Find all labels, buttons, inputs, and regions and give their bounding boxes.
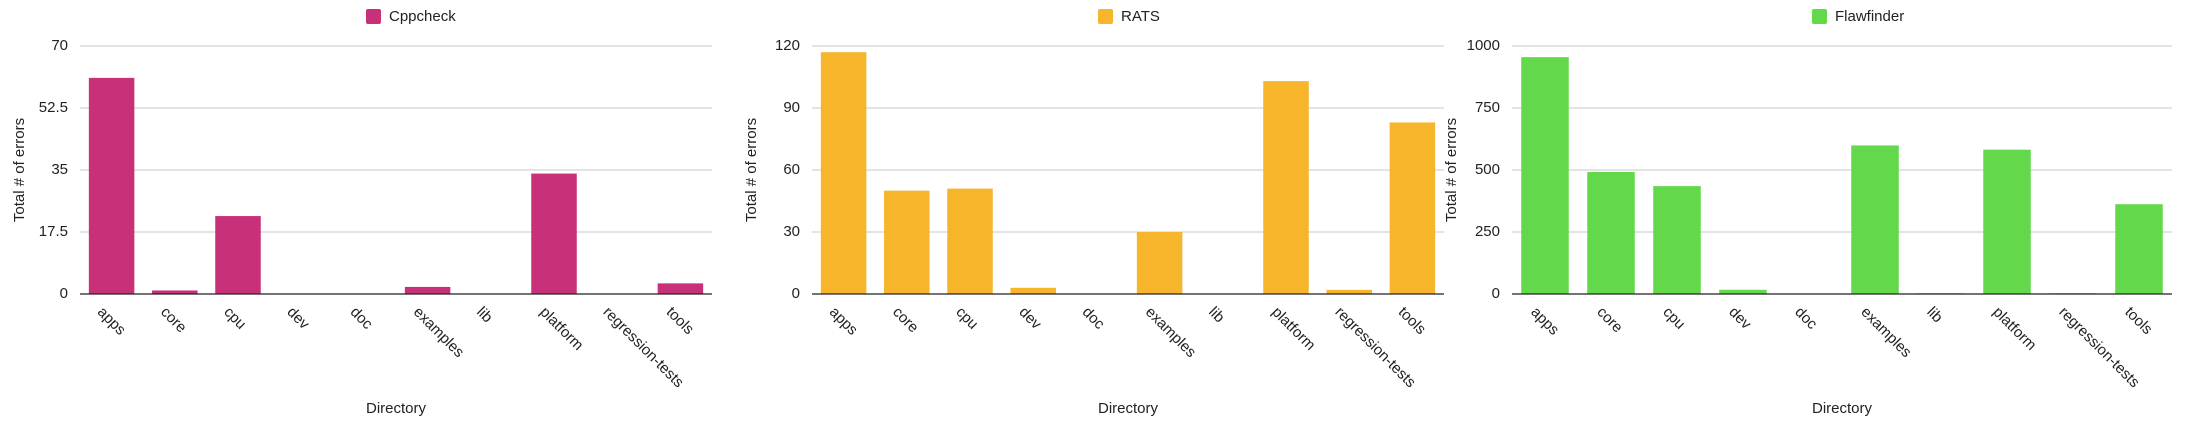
y-tick-label: 750 — [1475, 99, 1500, 116]
x-tick-label: cpu — [1659, 304, 1688, 333]
bar — [531, 173, 577, 294]
y-tick-label: 500 — [1475, 161, 1500, 178]
bar — [820, 52, 867, 295]
x-tick-label: tools — [663, 304, 697, 338]
x-tick-label: dev — [284, 304, 313, 333]
x-tick-label: tools — [1395, 304, 1429, 338]
x-tick-label: doc — [1791, 304, 1820, 333]
y-tick-label: 120 — [775, 37, 800, 54]
legend-label: Flawfinder — [1835, 8, 1904, 25]
bar — [1983, 149, 2031, 294]
x-axis-title: Directory — [1098, 400, 1159, 417]
chart-panel: 0 30 60 90 120 apps core cpu dev doc examples lib pl… — [743, 8, 1444, 417]
x-tick-label: platform — [536, 304, 586, 354]
x-tick-label: apps — [826, 304, 861, 339]
legend-label: Cppcheck — [389, 8, 456, 25]
bar — [88, 77, 135, 294]
y-tick-label: 0 — [792, 285, 800, 302]
y-tick-label: 250 — [1475, 223, 1500, 240]
bar — [215, 216, 261, 294]
bar — [884, 190, 930, 294]
legend-swatch — [1098, 9, 1113, 24]
bar — [1263, 81, 1309, 294]
x-tick-label: examples — [410, 304, 467, 361]
y-tick-label: 0 — [60, 285, 68, 302]
y-tick-label: 90 — [783, 99, 800, 116]
legend-label: RATS — [1121, 8, 1160, 25]
x-tick-label: doc — [1079, 304, 1108, 333]
x-tick-label: platform — [1268, 304, 1318, 354]
y-tick-label: 60 — [783, 161, 800, 178]
y-tick-label: 1000 — [1467, 37, 1500, 54]
chart-panel: 0 250 500 750 1000 apps core cpu dev doc examples l… — [1443, 8, 2172, 417]
bar — [1653, 186, 1701, 294]
x-tick-label: cpu — [220, 304, 249, 333]
bar — [1010, 287, 1056, 294]
x-tick-label: examples — [1142, 304, 1199, 361]
x-tick-label: cpu — [952, 304, 981, 333]
bar — [1136, 232, 1183, 294]
y-tick-label: 17.5 — [39, 223, 68, 240]
chart-panel: 0 17.5 35 52.5 70 apps core cpu dev doc examples li… — [11, 8, 712, 417]
y-axis-title: Total # of errors — [1443, 118, 1460, 222]
bar — [1389, 122, 1436, 294]
x-axis-title: Directory — [1812, 400, 1873, 417]
bar — [152, 290, 198, 294]
x-tick-label: lib — [1923, 304, 1946, 327]
y-tick-label: 35 — [51, 161, 68, 178]
y-axis-title: Total # of errors — [11, 118, 28, 222]
bar — [657, 283, 704, 294]
x-tick-label: doc — [347, 304, 376, 333]
y-tick-label: 52.5 — [39, 99, 68, 116]
y-tick-label: 30 — [783, 223, 800, 240]
bar — [1851, 145, 1899, 294]
x-tick-label: lib — [473, 304, 496, 327]
bar — [1521, 57, 1569, 294]
x-axis-title: Directory — [366, 400, 427, 417]
x-tick-label: dev — [1725, 304, 1754, 333]
x-tick-label: platform — [1989, 304, 2039, 354]
x-tick-label: examples — [1857, 304, 1914, 361]
y-tick-label: 0 — [1492, 285, 1500, 302]
x-tick-label: dev — [1016, 304, 1045, 333]
x-tick-label: core — [157, 304, 190, 337]
bar — [1719, 289, 1767, 294]
x-tick-label: apps — [94, 304, 129, 339]
legend-swatch — [1812, 9, 1827, 24]
y-axis-title: Total # of errors — [743, 118, 760, 222]
bar — [404, 286, 451, 294]
bar — [1326, 289, 1372, 294]
legend-swatch — [366, 9, 381, 24]
bar — [1587, 171, 1635, 294]
bar — [947, 188, 993, 294]
x-tick-label: core — [889, 304, 922, 337]
x-tick-label: apps — [1527, 304, 1562, 339]
y-tick-label: 70 — [51, 37, 68, 54]
x-tick-label: tools — [2121, 304, 2155, 338]
bar — [2115, 204, 2163, 294]
x-tick-label: lib — [1205, 304, 1228, 327]
x-tick-label: core — [1593, 304, 1626, 337]
